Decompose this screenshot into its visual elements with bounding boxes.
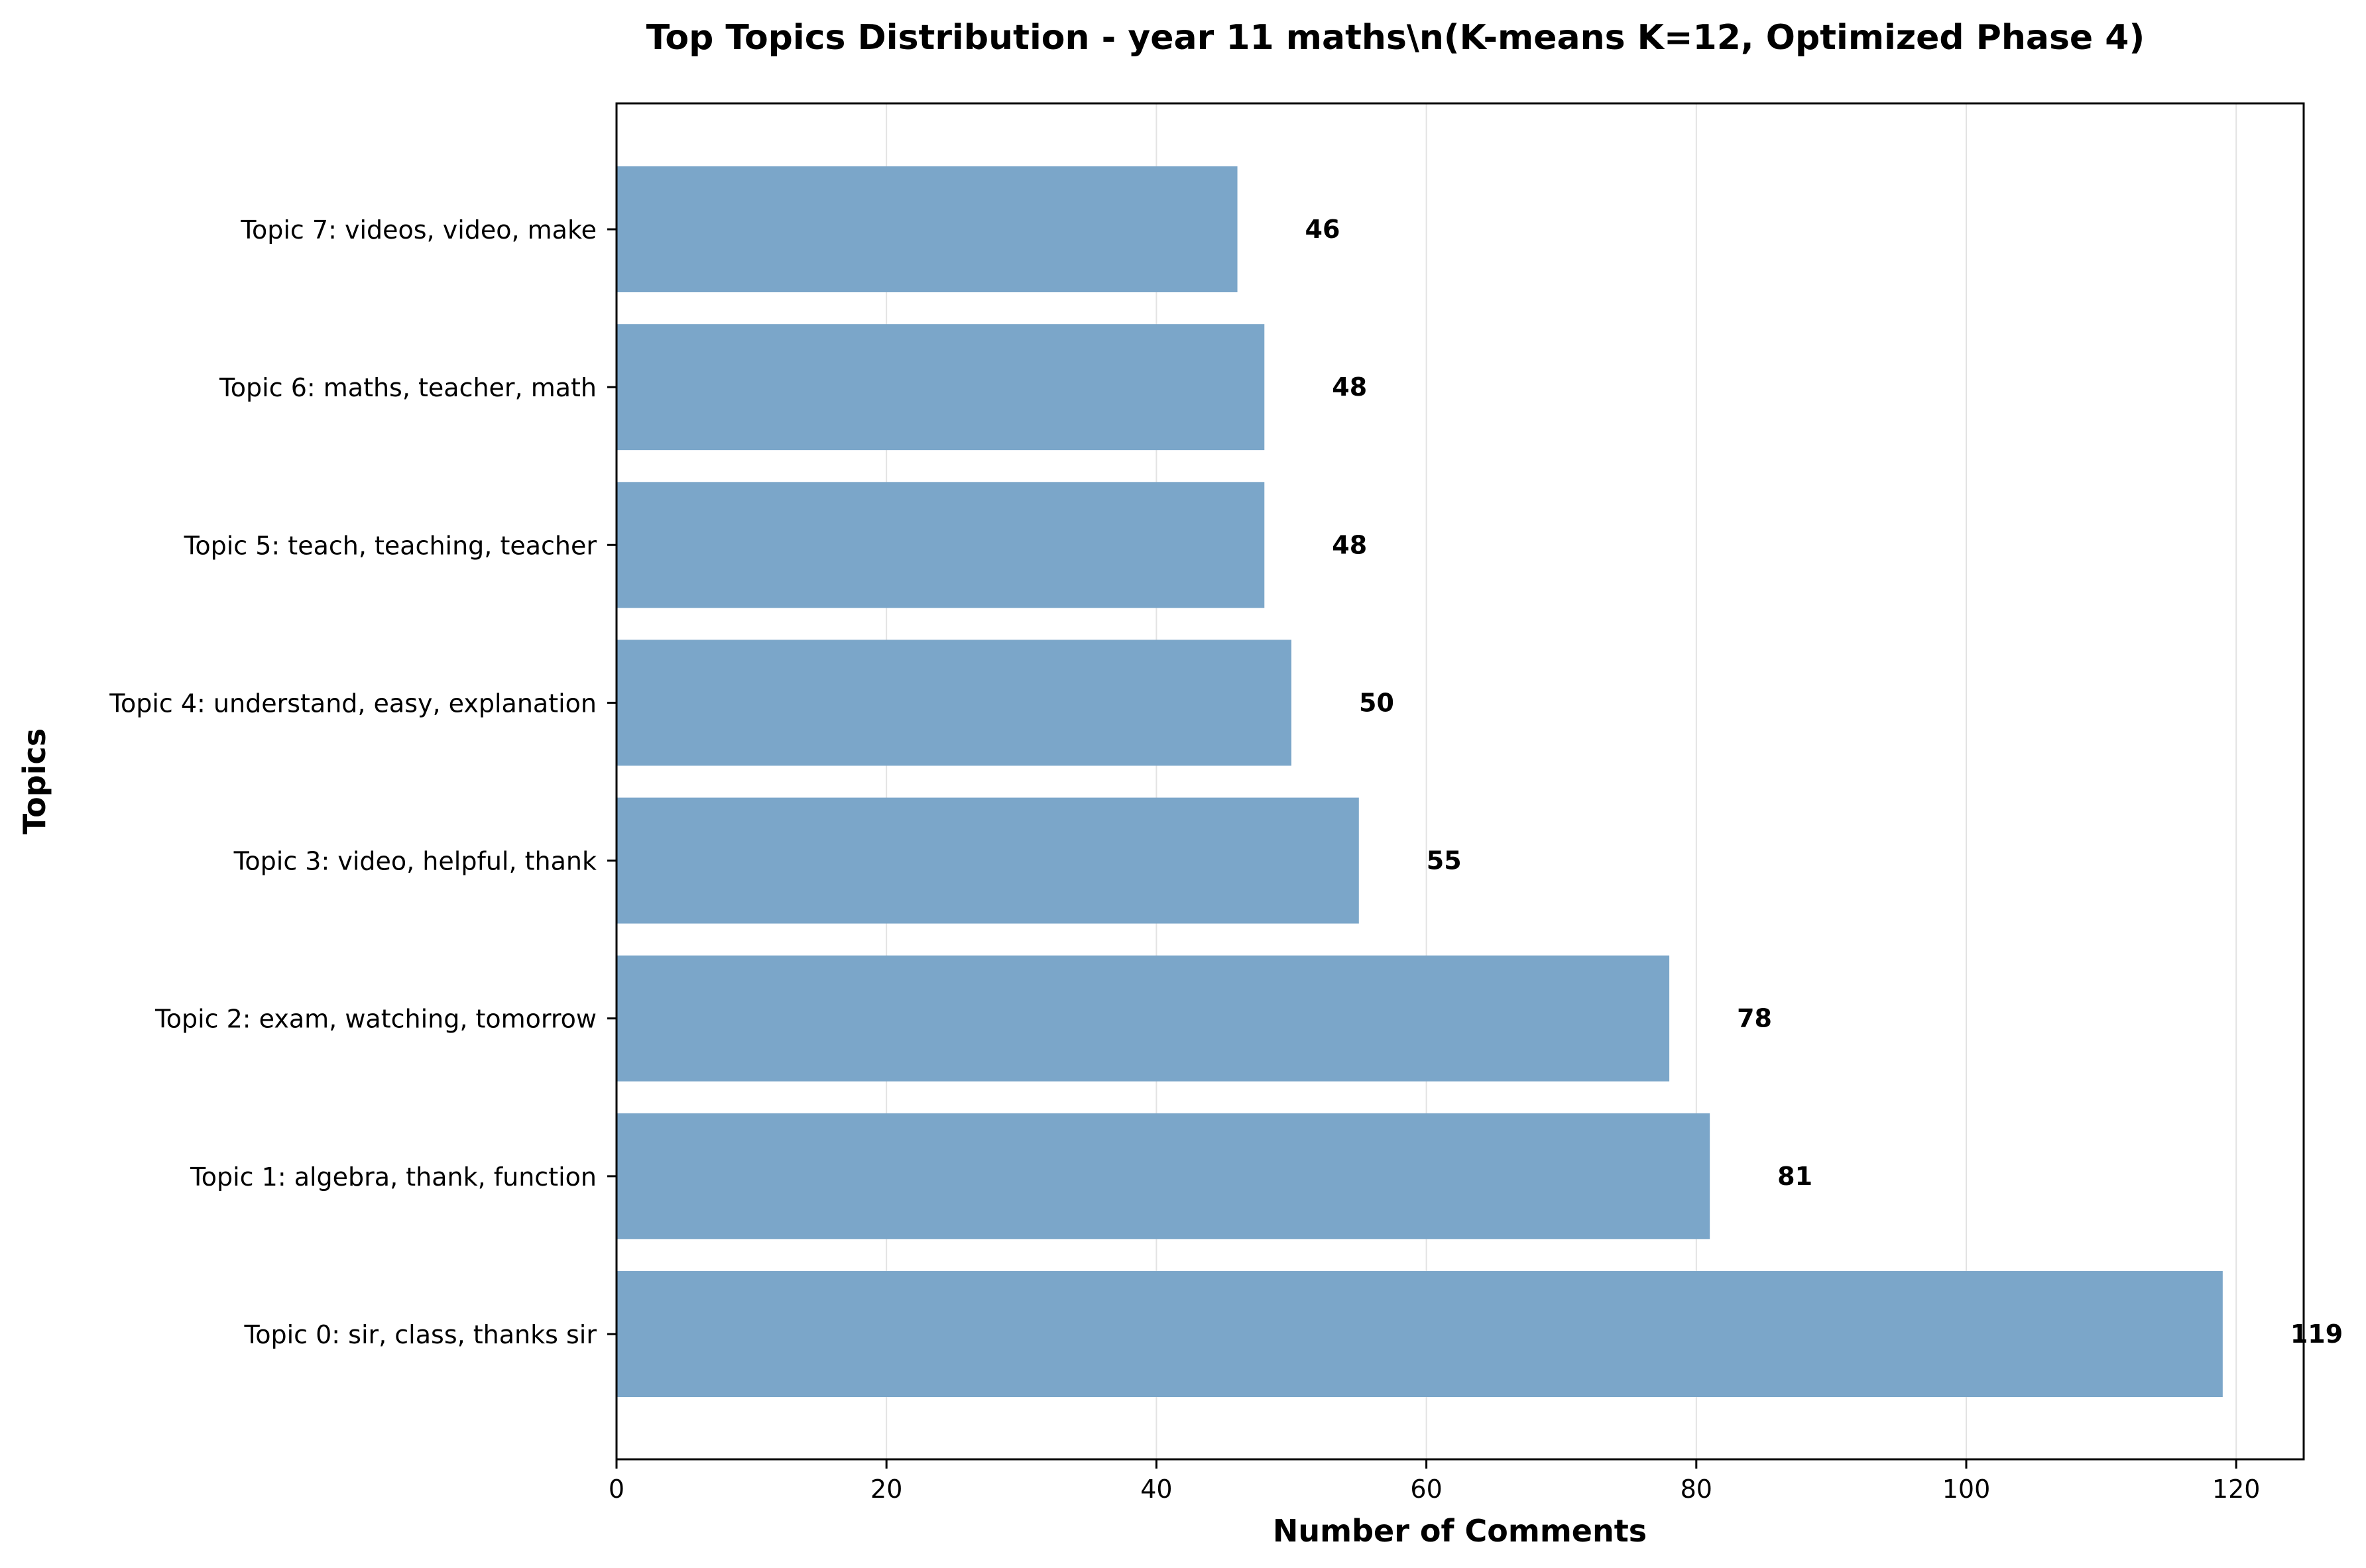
x-tick-label: 60 [1410, 1475, 1442, 1504]
data-label-topic-7: 46 [1305, 215, 1340, 244]
bar-topic-6 [617, 324, 1264, 450]
category-label-topic-7: Topic 7: videos, video, make [240, 215, 597, 245]
category-label-topic-6: Topic 6: maths, teacher, math [219, 373, 597, 402]
plot-area-frame [617, 103, 2304, 1459]
data-label-topic-1: 81 [1777, 1162, 1812, 1191]
x-tick-label: 120 [2212, 1475, 2261, 1504]
x-tick-label: 0 [609, 1475, 624, 1504]
chart-title: Top Topics Distribution - year 11 maths\… [646, 18, 2145, 58]
category-label-topic-0: Topic 0: sir, class, thanks sir [243, 1320, 597, 1349]
data-label-topic-2: 78 [1737, 1004, 1772, 1033]
y-axis-label: Topics [17, 728, 52, 834]
data-label-topic-4: 50 [1359, 688, 1394, 717]
category-labels: Topic 0: sir, class, thanks sir Topic 1: … [109, 215, 617, 1349]
bar-topic-3 [617, 798, 1359, 924]
bars [617, 166, 2223, 1397]
data-label-topic-6: 48 [1332, 372, 1367, 402]
bar-topic-0 [617, 1271, 2223, 1397]
x-tick-label: 20 [870, 1475, 902, 1504]
x-axis-label: Number of Comments [1273, 1513, 1647, 1549]
category-label-topic-3: Topic 3: video, helpful, thank [233, 847, 597, 876]
bar-topic-7 [617, 166, 1238, 292]
category-label-topic-5: Topic 5: teach, teaching, teacher [184, 531, 597, 560]
bar-topic-1 [617, 1113, 1710, 1239]
data-label-topic-5: 48 [1332, 530, 1367, 559]
x-tick-label: 40 [1140, 1475, 1172, 1504]
category-label-topic-1: Topic 1: algebra, thank, function [190, 1162, 597, 1192]
gridlines [617, 103, 2236, 1459]
x-axis-ticks: 0 20 40 60 80 100 120 [609, 1459, 2261, 1504]
x-tick-label: 100 [1942, 1475, 1991, 1504]
bar-topic-4 [617, 640, 1291, 765]
data-label-topic-3: 55 [1427, 846, 1462, 875]
data-label-topic-0: 119 [2290, 1319, 2343, 1349]
category-label-topic-4: Topic 4: understand, easy, explanation [109, 689, 597, 718]
bar-topic-5 [617, 482, 1264, 608]
bar-topic-2 [617, 956, 1669, 1082]
x-tick-label: 80 [1681, 1475, 1712, 1504]
category-label-topic-2: Topic 2: exam, watching, tomorrow [154, 1005, 597, 1034]
